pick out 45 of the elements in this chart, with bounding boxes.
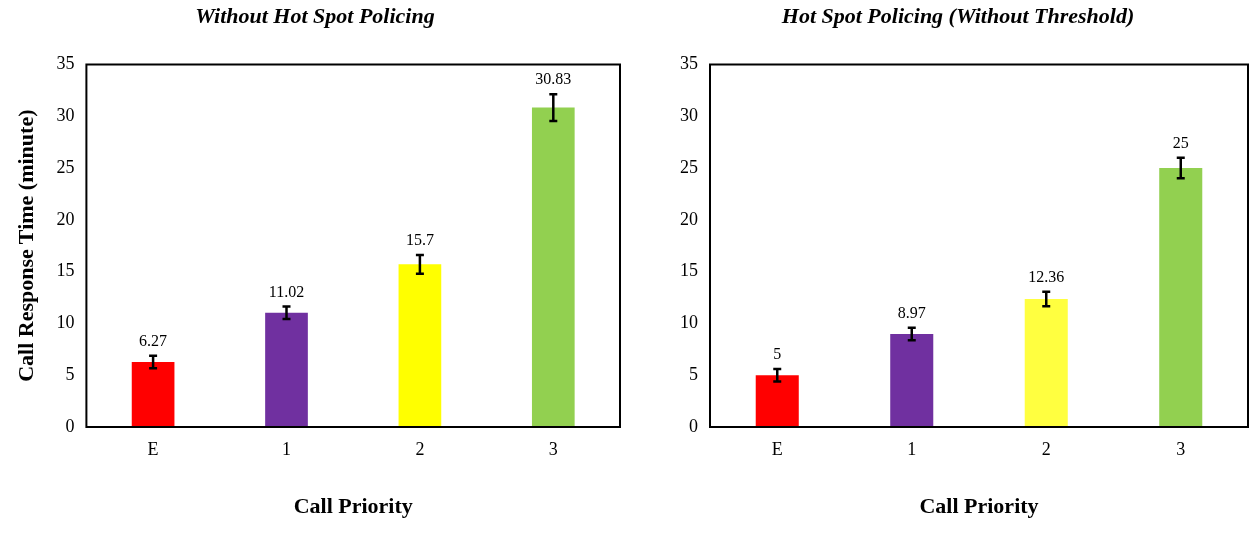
- bar: [398, 264, 442, 427]
- bar: [755, 375, 799, 427]
- y-tick-label: 35: [56, 53, 75, 74]
- data-label: 12.36: [1028, 267, 1065, 285]
- bar: [1024, 298, 1068, 427]
- y-tick-label: 20: [56, 208, 75, 229]
- y-axis-title: Call Response Time (minute): [12, 109, 38, 382]
- y-tick-label: 30: [56, 104, 75, 125]
- y-tick-label: 5: [689, 363, 698, 384]
- bar: [265, 312, 308, 427]
- x-tick-label: 2: [415, 438, 425, 459]
- bar: [531, 107, 575, 427]
- x-tick-label: 3: [548, 438, 558, 459]
- bar: [1159, 168, 1203, 427]
- y-tick-label: 5: [65, 363, 75, 384]
- bar: [890, 334, 934, 427]
- data-label: 5: [773, 345, 782, 363]
- chart-title: Without Hot Spot Policing: [195, 2, 435, 28]
- x-tick-label: E: [771, 438, 783, 459]
- y-tick-label: 30: [680, 104, 698, 125]
- data-label: 25: [1172, 133, 1189, 151]
- data-label: 11.02: [268, 282, 305, 300]
- x-tick-label: E: [147, 438, 159, 459]
- x-tick-label: 1: [282, 438, 291, 459]
- y-tick-label: 15: [680, 260, 698, 281]
- y-tick-label: 15: [56, 260, 75, 281]
- chart-title: Hot Spot Policing (Without Threshold): [780, 2, 1135, 28]
- bar: [131, 362, 175, 427]
- x-axis-title: Call Priority: [293, 493, 413, 519]
- y-tick-label: 35: [680, 53, 698, 74]
- data-label: 30.83: [535, 70, 572, 88]
- y-tick-label: 20: [680, 208, 698, 229]
- y-tick-label: 25: [680, 156, 698, 177]
- x-tick-label: 3: [1176, 438, 1186, 459]
- x-tick-label: 1: [907, 438, 917, 459]
- x-axis-title: Call Priority: [919, 493, 1039, 519]
- data-label: 15.7: [405, 231, 434, 249]
- x-tick-label: 2: [1041, 438, 1051, 459]
- y-tick-label: 10: [680, 312, 698, 333]
- y-tick-label: 10: [56, 312, 75, 333]
- y-tick-label: 0: [65, 415, 75, 436]
- y-tick-label: 0: [689, 415, 698, 436]
- data-label: 8.97: [897, 304, 926, 322]
- data-label: 6.27: [139, 332, 168, 350]
- y-tick-label: 25: [56, 156, 75, 177]
